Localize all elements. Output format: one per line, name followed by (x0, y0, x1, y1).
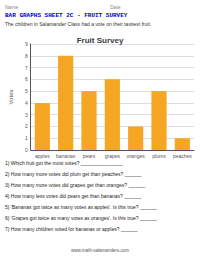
svg-text:4) How many less votes did pea: 4) How many less votes did pears get tha… (5, 193, 141, 199)
svg-text:2: 2 (25, 123, 28, 129)
svg-text:BAR GRAPHS SHEET 2C - FRUIT SU: BAR GRAPHS SHEET 2C - FRUIT SURVEY (5, 12, 128, 19)
svg-text:plums: plums (152, 153, 166, 159)
svg-text:pears: pears (83, 153, 96, 159)
svg-text:9: 9 (25, 41, 28, 47)
svg-text:1) Which fruit got the most vo: 1) Which fruit got the most votes? _____… (5, 160, 123, 166)
svg-text:Votes: Votes (8, 89, 14, 104)
svg-text:Name: Name (5, 4, 19, 10)
svg-text:5: 5 (25, 88, 28, 94)
svg-text:3) How many more votes did gra: 3) How many more votes did grapes get th… (5, 182, 145, 188)
svg-text:Date: Date (110, 4, 121, 10)
svg-text:0: 0 (25, 147, 28, 153)
svg-text:6: 6 (25, 76, 28, 82)
svg-text:6) 'Grapes got twice as many v: 6) 'Grapes got twice as many votes as or… (5, 215, 157, 221)
svg-text:The children in Salamander Cla: The children in Salamander Class had a v… (5, 21, 151, 27)
svg-text:peaches: peaches (173, 153, 192, 159)
svg-text:grapes: grapes (105, 153, 121, 159)
svg-text:Fruit Survey: Fruit Survey (77, 36, 124, 45)
svg-text:www.math-salamanders.com: www.math-salamanders.com (71, 248, 129, 253)
svg-text:2) How many more votes did plu: 2) How many more votes did plum get than… (5, 171, 142, 177)
svg-text:7) How many children voted for: 7) How many children voted for bananas o… (5, 226, 138, 232)
svg-text:8: 8 (25, 53, 28, 59)
svg-text:7: 7 (25, 65, 28, 71)
svg-text:3: 3 (25, 112, 28, 118)
svg-text:4: 4 (25, 100, 28, 106)
svg-text:oranges: oranges (127, 153, 146, 159)
svg-text:bananas: bananas (56, 153, 76, 159)
svg-text:5) 'Bananas got twice as many: 5) 'Bananas got twice as many votes as a… (5, 204, 157, 210)
svg-text:1: 1 (25, 135, 28, 141)
svg-text:apples: apples (35, 153, 50, 159)
